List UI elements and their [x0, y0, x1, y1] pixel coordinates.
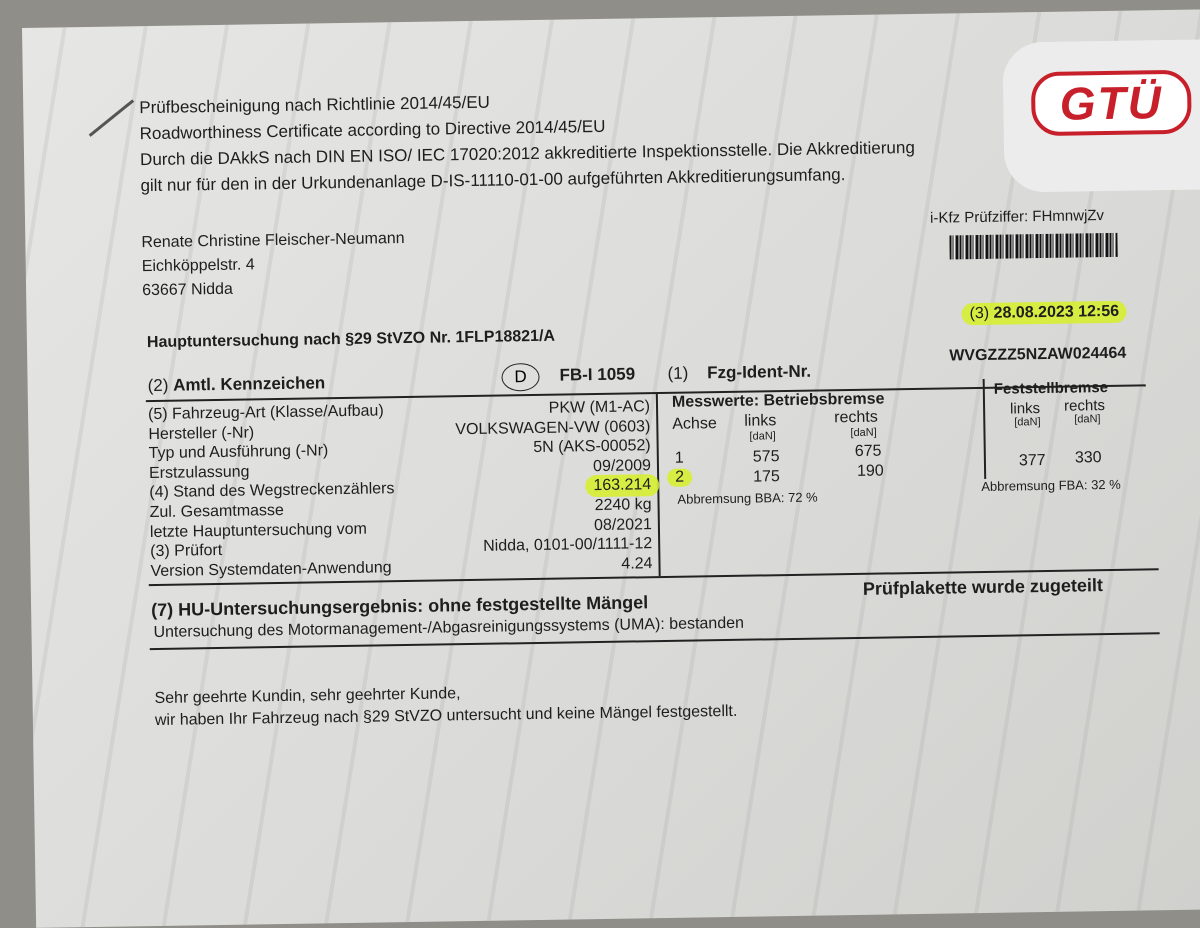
- bbr-row1-achse: 1: [674, 449, 684, 467]
- bbr-unit-rechts: [daN]: [850, 426, 877, 440]
- fsb-links: 377: [1018, 451, 1046, 470]
- vehicle-row-value: 08/2021: [593, 515, 653, 534]
- vehicle-row-label: Hersteller (-Nr): [148, 423, 255, 443]
- fsb-rechts: 330: [1074, 449, 1102, 467]
- certificate-page: GTÜ Prüfbescheinigung nach Richtlinie 20…: [22, 9, 1200, 928]
- vehicle-row-label: (4) Stand des Wegstreckenzählers: [149, 480, 395, 502]
- pruefziffer: i-Kfz Prüfziffer: FHmnwjZv: [929, 207, 1105, 227]
- inspection-datetime: (3) 28.08.2023 12:56: [961, 300, 1128, 326]
- bbr-row1-links: 575: [752, 448, 780, 466]
- vehicle-row-label: (5) Fahrzeug-Art (Klasse/Aufbau): [147, 402, 384, 424]
- fzg-ident-label: (1) Fzg-Ident-Nr.: [667, 361, 812, 383]
- bbr-abbremsung: Abbremsung BBA: 72 %: [677, 489, 818, 507]
- vehicle-row-value: 09/2009: [592, 456, 652, 475]
- bbr-row2-rechts: 190: [856, 462, 884, 480]
- kennzeichen-value: FB-I 1059: [559, 364, 636, 385]
- vehicle-row-value: PKW (M1-AC): [548, 398, 651, 417]
- fsb-unit-links: [daN]: [1014, 416, 1041, 429]
- vehicle-row-label: (3) Prüfort: [150, 542, 223, 561]
- vehicle-row-value: 5N (AKS-00052): [533, 437, 651, 457]
- bbr-row2-achse: 2: [667, 468, 693, 487]
- vehicle-row-label: Erstzulassung: [148, 463, 250, 482]
- vehicle-row-value: 2240 kg: [594, 496, 652, 515]
- bbr-unit-links: [daN]: [749, 430, 776, 443]
- fzg-ident-value: WVGZZZ5NZAW024464: [949, 344, 1127, 365]
- vehicle-row-value: VOLKSWAGEN-VW (0603): [455, 417, 651, 438]
- fsb-title: Feststellbremse: [993, 378, 1109, 398]
- gtu-logo: GTÜ: [1002, 39, 1200, 193]
- barcode: [949, 232, 1118, 260]
- fsb-col-rechts: rechts: [1063, 397, 1106, 415]
- bbr-col-links: links: [744, 412, 777, 430]
- fsb-col-links: links: [1009, 400, 1041, 418]
- bbr-col-achse: Achse: [672, 415, 717, 433]
- address-street: Eichköppelstr. 4: [141, 256, 255, 276]
- vehicle-row-label: Zul. Gesamtmasse: [149, 501, 285, 522]
- vehicle-row-value: Nidda, 0101-00/1111-12: [483, 535, 653, 556]
- bbr-col-rechts: rechts: [834, 408, 878, 427]
- vehicle-row-label: letzte Hauptuntersuchung vom: [149, 520, 368, 541]
- vehicle-row-label: Typ und Ausführung (-Nr): [148, 442, 329, 463]
- address-city: 63667 Nidda: [142, 280, 234, 300]
- vehicle-row-value: 163.214: [585, 474, 660, 498]
- bbr-row1-rechts: 675: [854, 442, 882, 460]
- plakette-status: Prüfplakette wurde zugeteilt: [862, 575, 1104, 599]
- bbr-row2-links: 175: [753, 468, 780, 486]
- kennzeichen-label: (2) Amtl. Kennzeichen: [147, 373, 326, 396]
- vehicle-row-label: Version Systemdaten-Anwendung: [150, 559, 392, 580]
- vehicle-row-value: 4.24: [621, 554, 653, 573]
- fsb-unit-rechts: [daN]: [1074, 413, 1101, 426]
- fsb-abbremsung: Abbremsung FBA: 32 %: [981, 476, 1121, 494]
